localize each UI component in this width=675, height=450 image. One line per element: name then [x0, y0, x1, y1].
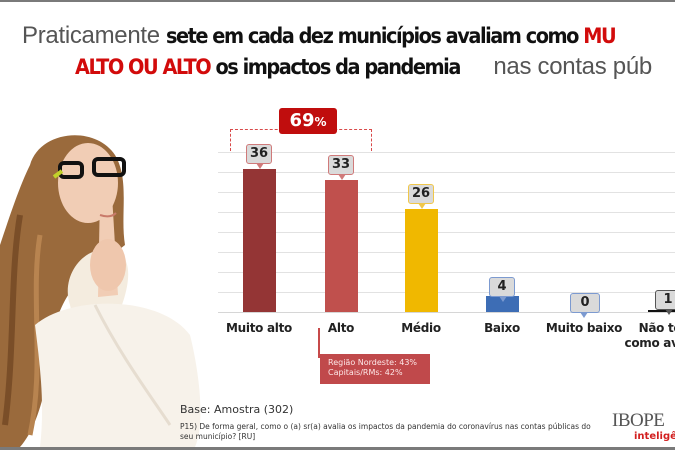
category-label: Baixo	[484, 321, 520, 335]
title-segment-red: ALTO OU ALTO	[75, 55, 216, 79]
bar-alto	[325, 180, 358, 312]
bar-medio	[405, 209, 438, 312]
gridline	[218, 192, 675, 193]
bar-muito-alto	[243, 169, 276, 312]
sample-base: Base: Amostra (302)	[180, 403, 294, 416]
value-callout: 1	[655, 290, 675, 315]
category-label: Muito alto	[226, 321, 292, 335]
title-segment: sete em cada dez municípios avaliam como…	[166, 22, 617, 50]
value-callout: 36	[246, 144, 272, 169]
gridline	[218, 172, 675, 173]
badge-unit: %	[314, 115, 327, 129]
ibope-logo: IBOPE	[612, 410, 665, 431]
title-segment: nas contas púb	[493, 53, 652, 80]
regional-note-box: Região Nordeste: 43% Capitais/RMs: 42%	[320, 354, 430, 384]
gridline	[218, 252, 675, 253]
survey-question: P15) De forma geral, como o (a) sr(a) av…	[180, 422, 591, 441]
category-label-line1: Não tem	[638, 321, 675, 335]
value-callout: 33	[328, 155, 354, 180]
bottom-border	[0, 447, 675, 450]
top-border	[0, 0, 675, 2]
title-segment: Praticamente	[22, 22, 167, 49]
note-line: Região Nordeste: 43%	[328, 358, 418, 367]
value-callout: 0	[570, 293, 600, 318]
bar-nao-tem-como-avaliar	[648, 310, 675, 312]
thinking-woman-image	[0, 135, 201, 447]
badge-value: 69	[289, 110, 315, 131]
gridline	[218, 152, 675, 153]
title-line-1: Praticamente sete em cada dez municípios…	[22, 22, 654, 50]
gridline	[218, 212, 675, 213]
category-label: Não tem como avaliar	[611, 321, 675, 351]
value-callout: 26	[408, 184, 434, 209]
title-line-2: ALTO OU ALTO os impactos da pandemia nas…	[75, 53, 652, 81]
category-label-line2: como avaliar	[624, 336, 675, 350]
title-segment: ALTO OU ALTO os impactos da pandemia	[75, 53, 462, 81]
gridline	[218, 232, 675, 233]
title-segment-bold: os impactos da pandemia	[215, 55, 462, 79]
gridline	[218, 292, 675, 293]
category-label: Alto	[327, 321, 355, 335]
title-segment-red: MU	[583, 24, 616, 48]
chart-baseline	[218, 312, 675, 313]
value-callout: 4	[489, 277, 515, 302]
title-segment-bold: sete em cada dez municípios avaliam como	[166, 24, 584, 48]
ibope-logo-subtitle: inteligê	[634, 431, 675, 442]
bar-baixo	[486, 296, 519, 312]
gridline	[218, 272, 675, 273]
note-connector	[318, 328, 320, 358]
category-label: Muito baixo	[545, 321, 623, 335]
combined-percentage-badge: 69%	[279, 108, 337, 134]
note-line: Capitais/RMs: 42%	[328, 368, 403, 377]
category-label: Médio	[401, 321, 441, 335]
